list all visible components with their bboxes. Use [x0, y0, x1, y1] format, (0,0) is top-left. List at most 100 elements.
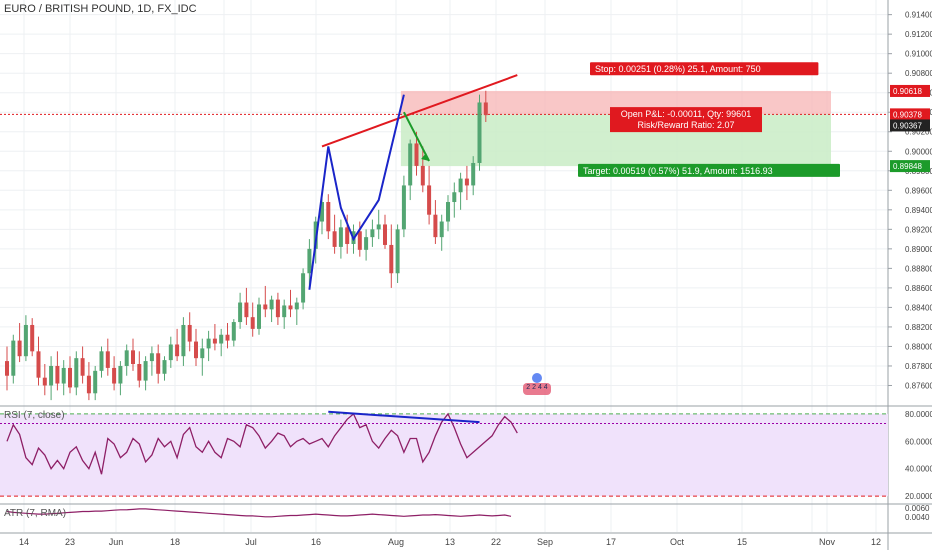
- candle-body: [17, 340, 22, 357]
- candle-body: [364, 237, 369, 250]
- candle-body: [326, 202, 331, 232]
- candles: [5, 90, 488, 401]
- rsi-band-fill: [0, 413, 888, 497]
- candle-body: [345, 227, 350, 244]
- target-label-bg: [578, 163, 840, 177]
- candle-body: [401, 185, 406, 230]
- trendline-target-arrow: [403, 111, 430, 162]
- rsi-divergence-line: [328, 410, 480, 424]
- x-tick-label: 18: [170, 537, 180, 547]
- candle-body: [471, 162, 476, 186]
- price-tick-label: 0.91400: [905, 11, 932, 20]
- candle-body: [74, 358, 79, 388]
- candle-body: [175, 344, 180, 357]
- candle-body: [156, 353, 161, 374]
- event-icon: [532, 373, 542, 383]
- x-tick-label: 22: [491, 537, 501, 547]
- candle-body: [206, 338, 211, 349]
- price-tick-label: 0.88600: [905, 284, 932, 293]
- candle-body: [231, 322, 236, 341]
- symbol-title: EURO / BRITISH POUND, 1D, FX_IDC: [4, 3, 197, 15]
- rsi-tick-label: 60.0000: [905, 437, 932, 446]
- target-arrowhead: [421, 153, 430, 162]
- candle-body: [294, 302, 299, 310]
- candle-body: [212, 338, 217, 344]
- candle-body: [338, 227, 343, 247]
- candle-body: [282, 305, 287, 318]
- axes: 0.914000.912000.910000.908000.906000.904…: [19, 11, 932, 547]
- price-tick-label: 0.88400: [905, 303, 932, 312]
- candle-body: [112, 367, 117, 384]
- stop-label: Stop: 0.00251 (0.28%) 25.1, Amount: 750: [595, 64, 761, 74]
- price-labels: Stop: 0.00251 (0.28%) 25.1, Amount: 750 T…: [523, 62, 840, 395]
- candle-body: [477, 102, 482, 163]
- candle-body: [93, 370, 98, 394]
- candle-body: [320, 202, 324, 222]
- candle-body: [269, 299, 274, 310]
- target-price-tag: 0.89848: [893, 162, 922, 171]
- candle-body: [80, 358, 85, 376]
- trendline-resistance: [321, 74, 518, 148]
- x-tick-label: Sep: [537, 537, 553, 547]
- price-tick-label: 0.89400: [905, 206, 932, 215]
- candle-body: [86, 375, 91, 394]
- x-tick-label: Oct: [670, 537, 685, 547]
- price-tick-label: 0.89600: [905, 186, 932, 195]
- candle-body: [427, 185, 432, 215]
- candle-body: [408, 143, 413, 186]
- candle-body: [219, 334, 224, 344]
- price-tick-label: 0.87600: [905, 381, 932, 390]
- candle-body: [68, 367, 72, 388]
- candle-body: [61, 367, 66, 384]
- candle-body: [23, 324, 28, 357]
- candle-body: [225, 334, 230, 341]
- candle-body: [446, 202, 450, 222]
- stop-label-bg: [590, 62, 819, 76]
- x-tick-label: 23: [65, 537, 75, 547]
- price-tick-label: 0.88800: [905, 264, 932, 273]
- candle-body: [181, 324, 186, 357]
- pnl-bg: [610, 107, 762, 133]
- candle-body: [376, 224, 381, 230]
- candle-body: [275, 299, 280, 318]
- x-tick-label: 16: [311, 537, 321, 547]
- price-tick-label: 0.87800: [905, 362, 932, 371]
- candle-body: [55, 365, 60, 384]
- atr-line: [6, 508, 512, 518]
- candle-body: [194, 341, 198, 359]
- candle-body: [149, 353, 154, 362]
- price-tick-label: 0.90800: [905, 69, 932, 78]
- x-tick-label: Aug: [388, 537, 404, 547]
- atr-tick-label: 0.0060: [905, 504, 930, 513]
- open-price-tag-bg: [890, 108, 930, 121]
- candle-body: [433, 214, 438, 238]
- candle-body: [257, 304, 261, 329]
- trendline-zigzag: [308, 94, 405, 290]
- candle-body: [395, 229, 400, 274]
- x-tick-label: Jun: [109, 537, 124, 547]
- candle-body: [332, 231, 337, 247]
- price-tick-label: 0.88200: [905, 323, 932, 332]
- candle-body: [105, 351, 110, 368]
- candle-body: [370, 229, 375, 238]
- candle-body: [389, 244, 394, 274]
- atr-label: ATR (7, RMA): [4, 508, 67, 519]
- candle-body: [414, 143, 419, 166]
- candle-body: [464, 178, 469, 186]
- candle-body: [357, 231, 362, 250]
- candle-body: [458, 178, 463, 193]
- atr-tick-label: 0.0040: [905, 513, 930, 522]
- rr-label: Risk/Reward Ratio: 2.07: [637, 120, 734, 130]
- candle-body: [143, 361, 148, 381]
- candle-body: [36, 351, 41, 378]
- x-tick-label: 13: [445, 537, 455, 547]
- candle-body: [244, 302, 249, 318]
- rsi-tick-label: 40.0000: [905, 465, 932, 474]
- price-tick-label: 0.89000: [905, 245, 932, 254]
- price-tick-label: 0.91200: [905, 30, 932, 39]
- rsi-tick-label: 80.0000: [905, 410, 932, 419]
- candle-body: [383, 224, 387, 245]
- x-tick-label: 17: [606, 537, 616, 547]
- candle-body: [263, 304, 268, 310]
